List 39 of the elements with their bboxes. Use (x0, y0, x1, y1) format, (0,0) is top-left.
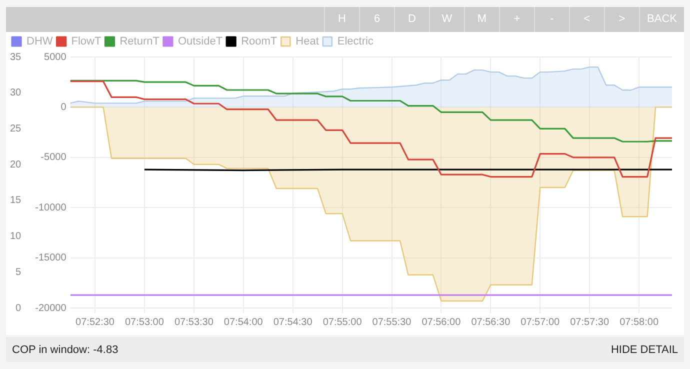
x-tick-label: 07:57:30 (570, 316, 610, 328)
y2-tick-label: 5000 (44, 52, 67, 63)
legend-label: Heat (296, 36, 319, 48)
legend-label: Electric (337, 36, 374, 48)
legend-label: DHW (26, 36, 54, 48)
x-tick-label: 07:55:30 (372, 316, 412, 328)
x-tick-label: 07:57:00 (520, 316, 560, 328)
y-tick-label: 20 (10, 159, 22, 170)
y2-tick-label: 0 (60, 102, 67, 113)
y-tick-label: 30 (10, 88, 22, 99)
x-tick-label: 07:53:00 (124, 316, 164, 328)
y2-tick-label: -15000 (35, 252, 67, 264)
legend-label: ReturnT (120, 36, 160, 48)
x-tick-label: 07:53:30 (174, 316, 214, 328)
y2-tick-label: -5000 (40, 152, 67, 164)
y-tick-label: 10 (10, 231, 22, 242)
legend-label: RoomT (241, 36, 278, 48)
text: - (534, 7, 569, 32)
y2-tick-label: -20000 (35, 302, 67, 314)
y-tick-label: 35 (10, 52, 22, 63)
text: > (604, 7, 639, 32)
text: < (569, 7, 604, 32)
text: COP in window: -4.83 (11, 344, 120, 356)
x-tick-label: 07:52:30 (76, 316, 115, 328)
text: HIDE DETAIL (610, 344, 679, 356)
x-tick-label: 07:54:00 (224, 316, 264, 328)
legend-label: OutsideT (178, 36, 223, 48)
y-tick-label: 25 (10, 123, 22, 134)
y-tick-label: 0 (16, 302, 22, 314)
y-tick-label: 15 (10, 195, 22, 206)
x-tick-label: 07:58:00 (620, 316, 659, 328)
x-tick-label: 07:55:00 (322, 316, 362, 328)
x-tick-label: 07:56:30 (471, 316, 511, 328)
x-tick-label: 07:56:00 (422, 316, 462, 328)
legend-label: FlowT (71, 36, 102, 48)
y2-tick-label: -10000 (35, 202, 67, 214)
text: + (499, 7, 534, 32)
x-tick-label: 07:54:30 (273, 316, 313, 328)
y-tick-label: 5 (16, 266, 22, 278)
